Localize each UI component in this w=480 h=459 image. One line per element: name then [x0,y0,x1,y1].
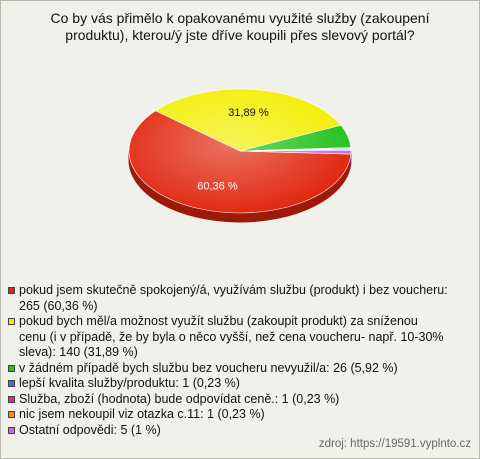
legend: pokud jsem skutečně spokojený/á, využívá… [8,283,448,438]
legend-label: lepší kvalita služby/produktu: 1 (0,23 %… [19,376,240,390]
legend-label: Služba, zboží (hodnota) bude odpovídat c… [19,391,340,406]
legend-swatch [8,364,15,372]
legend-item: pokud bych měl/a možnost využít službu (… [8,314,448,361]
legend-swatch [8,426,15,434]
legend-item: nic jsem nekoupil viz otazka c.11: 1 (0,… [8,407,448,423]
legend-label: Ostatní odpovědi: 5 (1 %) [19,422,161,437]
legend-label: pokud bych měl/a možnost využít službu (… [19,314,444,359]
legend-item: pokud jsem skutečně spokojený/á, využívá… [8,283,448,314]
legend-item: v žádném případě bych službu bez voucher… [8,361,448,377]
legend-swatch [8,395,15,403]
legend-swatch [8,411,15,418]
legend-item: Služba, zboží (hodnota) bude odpovídat c… [8,392,448,408]
legend-swatch [8,380,15,387]
legend-label: v žádném případě bych službu bez voucher… [19,360,398,375]
legend-label: nic jsem nekoupil viz otazka c.11: 1 (0,… [19,407,265,421]
legend-swatch [8,318,15,325]
legend-item: lepší kvalita služby/produktu: 1 (0,23 %… [8,376,448,392]
data-label: 60,36 % [197,181,238,193]
data-label: 31,89 % [228,107,269,119]
pie-area: 60,36 % 31,89 % [128,88,352,223]
source: zdroj: https://19591.vyplnto.cz [318,438,471,450]
legend-label: pokud jsem skutečně spokojený/á, využívá… [19,283,448,313]
chart-title: Co by vás přimělo k opakovanému využité … [50,10,430,43]
legend-swatch [8,287,15,294]
legend-item: Ostatní odpovědi: 5 (1 %) [8,423,448,439]
